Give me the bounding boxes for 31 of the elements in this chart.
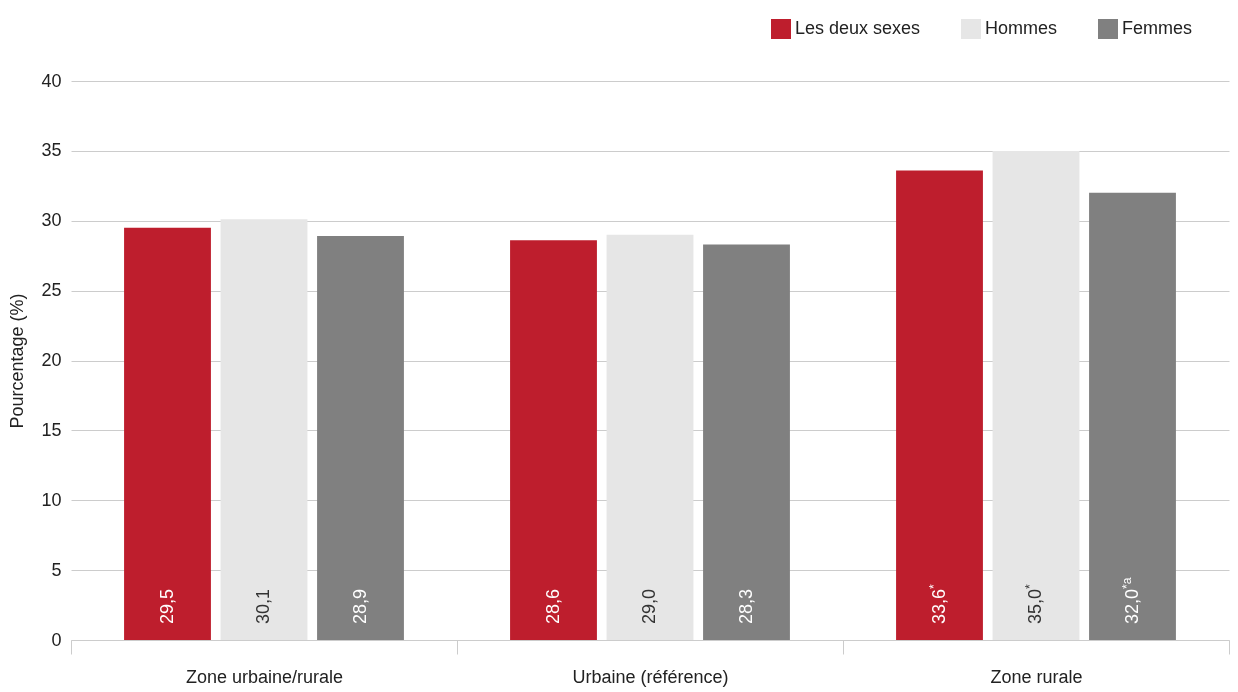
x-tick-label: Urbaine (référence)	[572, 666, 729, 687]
data-label: 29,5	[156, 588, 177, 624]
data-label: 28,3	[735, 588, 756, 624]
x-tick-label: Zone rurale	[990, 666, 1083, 687]
bar	[703, 244, 790, 640]
y-tick-label: 5	[51, 559, 62, 580]
data-label: 28,6	[542, 588, 563, 624]
legend-label: Les deux sexes	[795, 18, 921, 38]
data-label: 28,9	[349, 588, 370, 624]
y-tick-label: 40	[41, 70, 62, 91]
legend-label: Femmes	[1122, 18, 1193, 38]
bar	[896, 170, 983, 640]
y-tick-label: 30	[41, 210, 62, 231]
y-tick-label: 0	[51, 629, 62, 650]
bar	[124, 227, 211, 640]
y-tick-label: 20	[41, 350, 62, 370]
bar	[220, 219, 308, 640]
y-axis-title: Pourcentage (%)	[7, 293, 28, 429]
bar	[992, 150, 1080, 640]
bar	[510, 240, 597, 640]
bar	[317, 236, 404, 640]
legend-label: Hommes	[985, 18, 1058, 38]
y-tick-label: 25	[41, 280, 62, 301]
y-tick-label: 15	[41, 419, 62, 440]
x-tick-label: Zone urbaine/rurale	[185, 666, 344, 687]
data-label: 29,0	[639, 588, 659, 624]
bar	[1089, 192, 1176, 640]
y-tick-label: 35	[41, 140, 62, 161]
data-label: 30,1	[253, 588, 273, 624]
bar	[606, 234, 694, 640]
y-tick-label: 10	[41, 489, 62, 510]
